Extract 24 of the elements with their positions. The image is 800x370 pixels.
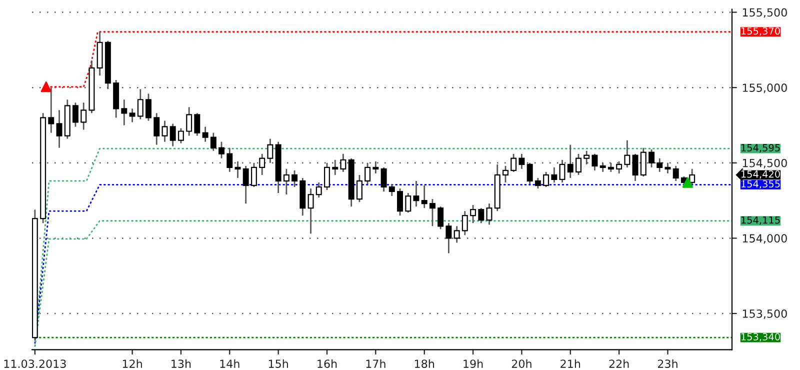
y-tick-label: 153,500 <box>742 309 787 320</box>
x-tick-label: 13h <box>172 359 191 368</box>
data-label: 155,370 <box>741 27 780 36</box>
y-tick-label: 155,500 <box>742 8 787 18</box>
data-label: 154,355 <box>741 180 780 189</box>
x-tick-label: 11.03.2013 <box>4 360 66 368</box>
y-tick-label: 154,000 <box>742 234 787 244</box>
x-tick-label: 12h <box>122 359 142 368</box>
data-label: 153,340 <box>741 333 780 342</box>
x-tick-label: 16h <box>318 359 337 368</box>
y-tick-label: 155,000 <box>742 84 787 94</box>
x-tick-label: 21h <box>560 359 580 368</box>
data-label: 154,115 <box>741 216 780 225</box>
text: 154,420 <box>741 170 780 179</box>
x-tick-label: 20h <box>512 359 532 368</box>
x-tick-label: 23h <box>658 359 678 368</box>
x-tick-label: 15h <box>268 359 288 368</box>
x-tick-label: 14h <box>220 359 240 368</box>
x-tick-label: 17h <box>366 359 386 368</box>
y-tick-label: 154,500 <box>742 158 787 168</box>
x-tick-label: 22h <box>609 359 629 368</box>
x-tick-label: 18h <box>414 359 434 368</box>
data-label: 154,595 <box>741 144 780 152</box>
x-tick-label: 19h <box>464 359 483 368</box>
